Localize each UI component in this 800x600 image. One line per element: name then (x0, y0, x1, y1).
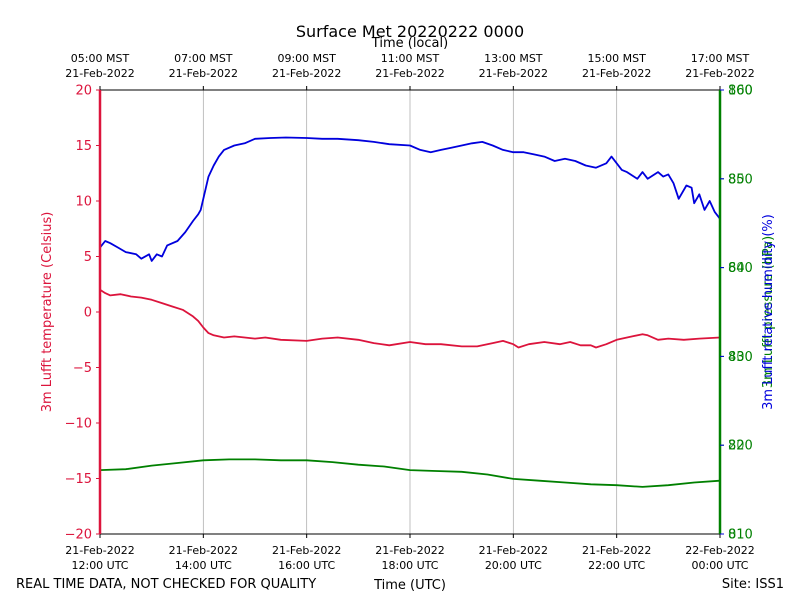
x2-tick-label: 21-Feb-2022 (375, 67, 444, 80)
pressure-tick-label: 830 (728, 350, 753, 365)
x2-tick-label: 15:00 MST (587, 52, 646, 65)
x-tick-label: 21-Feb-2022 (582, 544, 651, 557)
humidity-tick-label: 100 (728, 84, 753, 99)
x2-tick-label: 11:00 MST (381, 52, 440, 65)
x-axis-label: Time (UTC) (373, 578, 446, 593)
x-tick-label: 21-Feb-2022 (479, 544, 548, 557)
temp-tick-label: 5 (84, 250, 92, 265)
series-line-temp (99, 289, 721, 349)
pressure-tick-label: 810 (728, 528, 753, 543)
x2-tick-label: 17:00 MST (691, 52, 750, 65)
pressure-tick-label: 850 (728, 172, 753, 187)
humidity-tick-label: 0 (728, 528, 736, 543)
temp-tick-label: 20 (75, 84, 92, 99)
x2-tick-label: 21-Feb-2022 (65, 67, 134, 80)
temp-tick-label: −15 (65, 472, 92, 487)
humidity-tick-label: 40 (728, 350, 745, 365)
temp-tick-label: −5 (73, 361, 92, 376)
x-tick-label: 20:00 UTC (485, 559, 542, 572)
temp-tick-label: −20 (65, 528, 92, 543)
x2-tick-label: 09:00 MST (277, 52, 336, 65)
data-series (99, 136, 721, 488)
x2-tick-label: 05:00 MST (71, 52, 130, 65)
series-line-pres (99, 458, 721, 488)
top-axis-label: Time (local) (371, 36, 448, 51)
x-tick-label: 14:00 UTC (175, 559, 232, 572)
temp-tick-label: 0 (84, 306, 92, 321)
x-tick-label: 21-Feb-2022 (375, 544, 444, 557)
right-axis-label-pressure: 3m Lufft pressure (hPa) (761, 236, 776, 388)
pressure-tick-label: 820 (728, 439, 753, 454)
x2-tick-label: 21-Feb-2022 (272, 67, 341, 80)
axis-ticks: 21-Feb-2022 12:00 UTC 21-Feb-2022 14:00 UTC… (65, 52, 755, 572)
pressure-tick-label: 860 (728, 84, 753, 99)
chart-title: Surface Met 20220222 0000 (296, 22, 524, 41)
humidity-tick-label: 20 (728, 439, 745, 454)
x-tick-label: 21-Feb-2022 (169, 544, 238, 557)
x-tick-label: 00:00 UTC (691, 559, 748, 572)
right-axis-label-humidity: 3m Lufft relative humidity (%) (761, 214, 776, 410)
site-label: Site: ISS1 (722, 577, 784, 592)
pressure-tick-label: 840 (728, 261, 753, 276)
x-tick-label: 16:00 UTC (278, 559, 335, 572)
x-tick-label: 12:00 UTC (71, 559, 128, 572)
quality-notice: REAL TIME DATA, NOT CHECKED FOR QUALITY (16, 577, 316, 592)
x-tick-label: 22:00 UTC (588, 559, 645, 572)
x2-tick-label: 13:00 MST (484, 52, 543, 65)
temp-tick-label: −10 (65, 417, 92, 432)
x-tick-label: 18:00 UTC (381, 559, 438, 572)
grid-lines (202, 90, 618, 534)
temp-tick-label: 10 (75, 195, 92, 210)
x-tick-label: 22-Feb-2022 (685, 544, 754, 557)
humidity-tick-label: 80 (728, 172, 745, 187)
temp-tick-label: 15 (75, 139, 92, 154)
series-line-rh (99, 136, 721, 262)
x-tick-label: 21-Feb-2022 (65, 544, 134, 557)
x2-tick-label: 21-Feb-2022 (685, 67, 754, 80)
x2-tick-label: 07:00 MST (174, 52, 233, 65)
x-tick-label: 21-Feb-2022 (272, 544, 341, 557)
x2-tick-label: 21-Feb-2022 (582, 67, 651, 80)
x2-tick-label: 21-Feb-2022 (169, 67, 238, 80)
humidity-tick-label: 60 (728, 261, 745, 276)
x2-tick-label: 21-Feb-2022 (479, 67, 548, 80)
left-axis-label: 3m Lufft temperature (Celsius) (40, 212, 55, 413)
